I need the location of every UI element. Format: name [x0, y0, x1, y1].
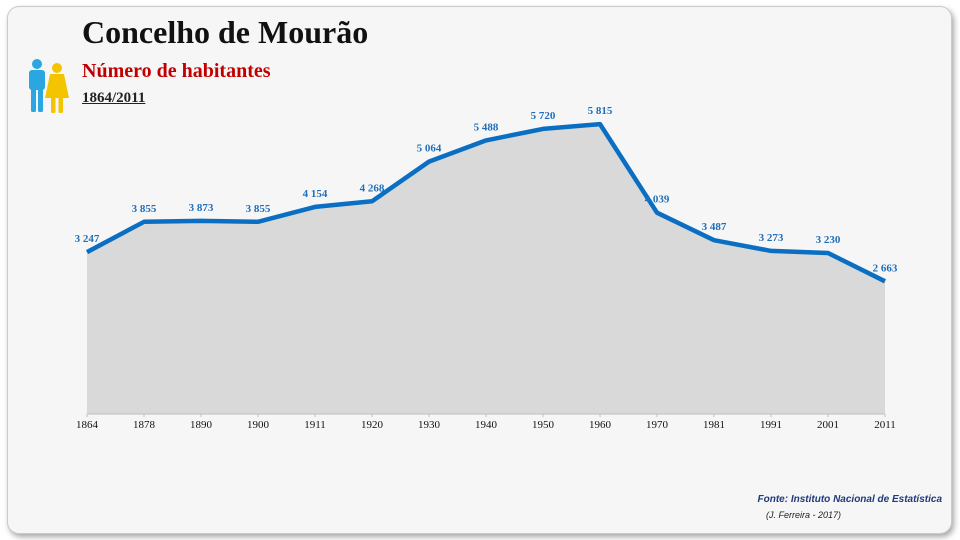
x-tick-label: 1960: [589, 419, 612, 431]
male-female-people-icon: [29, 59, 69, 113]
data-label: 5 064: [417, 143, 442, 155]
series-line: [85, 121, 887, 284]
x-tick-label: 1920: [361, 419, 384, 431]
data-label: 3 487: [702, 221, 727, 233]
data-label: 3 855: [246, 203, 271, 215]
data-label: 4 154: [303, 188, 328, 200]
data-label: 3 855: [132, 203, 157, 215]
x-tick-label: 2001: [817, 419, 839, 431]
x-tick-label: 1930: [418, 419, 441, 431]
male-icon: [29, 59, 45, 112]
chart-title: Concelho de Mourão: [82, 14, 369, 50]
x-axis-ticks: 1864 1878 1890 1900 1911 1920 1930 1940 1950 1960…: [76, 414, 896, 431]
x-tick-label: 1950: [532, 419, 555, 431]
area-fill: [87, 124, 885, 414]
chart-period: 1864/2011: [82, 90, 146, 106]
data-label: 5 720: [531, 110, 556, 122]
x-tick-label: 1940: [475, 419, 498, 431]
data-label: 5 815: [588, 105, 613, 117]
x-tick-label: 1900: [247, 419, 270, 431]
x-tick-label: 1911: [304, 419, 326, 431]
x-tick-label: 1981: [703, 419, 725, 431]
data-label: 3 873: [189, 202, 214, 214]
x-tick-label: 1890: [190, 419, 213, 431]
data-labels: 3 247 3 855 3 873 3 855 4 154 4 268 5 064 5 488…: [75, 105, 898, 274]
x-tick-label: 1970: [646, 419, 669, 431]
source-note: Fonte: Instituto Nacional de Estatística: [757, 494, 942, 505]
female-icon: [45, 63, 69, 113]
x-tick-label: 1864: [76, 419, 99, 431]
data-label: 5 488: [474, 121, 499, 133]
data-label: 2 663: [873, 262, 898, 274]
x-tick-label: 1878: [133, 419, 156, 431]
data-label: 3 247: [75, 233, 100, 245]
x-tick-label: 1991: [760, 419, 782, 431]
author-note: (J. Ferreira - 2017): [766, 510, 842, 520]
data-label: 4 268: [360, 182, 385, 194]
data-label: 4 039: [645, 194, 670, 206]
data-label: 3 273: [759, 232, 784, 244]
chart-subtitle: Número de habitantes: [82, 60, 271, 82]
data-label: 3 230: [816, 234, 841, 246]
x-tick-label: 2011: [874, 419, 896, 431]
